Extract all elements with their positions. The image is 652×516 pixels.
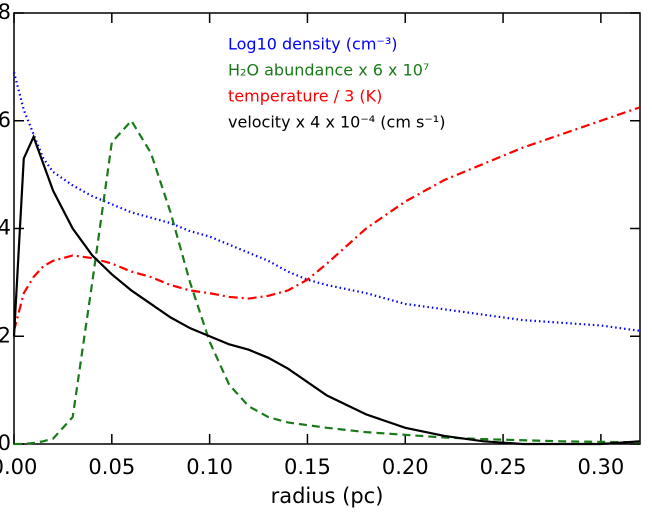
x-tick-label: 0.10 — [186, 455, 233, 479]
x-tick-label: 0.05 — [88, 455, 135, 479]
series-line — [12, 106, 641, 332]
legend-label: velocity x 4 x 10⁻⁴ (cm s⁻¹) — [228, 113, 445, 132]
legend-label: Log10 density (cm⁻³) — [228, 35, 398, 54]
x-axis-label: radius (pc) — [271, 484, 384, 508]
y-tick-label: 4 — [0, 216, 11, 240]
y-tick-label: 6 — [0, 108, 11, 132]
y-tick-label: 0 — [0, 431, 11, 455]
y-tick-label: 2 — [0, 323, 11, 347]
legend-label: temperature / 3 (K) — [228, 87, 382, 106]
x-tick-label: 0.15 — [284, 455, 331, 479]
series-line — [12, 71, 641, 332]
series-line — [12, 133, 641, 446]
y-tick-label: 8 — [0, 0, 11, 24]
legend-label: H₂O abundance x 6 x 10⁷ — [228, 61, 429, 80]
x-tick-label: 0.25 — [480, 455, 527, 479]
x-tick-label: 0.00 — [0, 455, 37, 479]
x-tick-label: 0.30 — [577, 455, 624, 479]
x-tick-label: 0.20 — [382, 455, 429, 479]
